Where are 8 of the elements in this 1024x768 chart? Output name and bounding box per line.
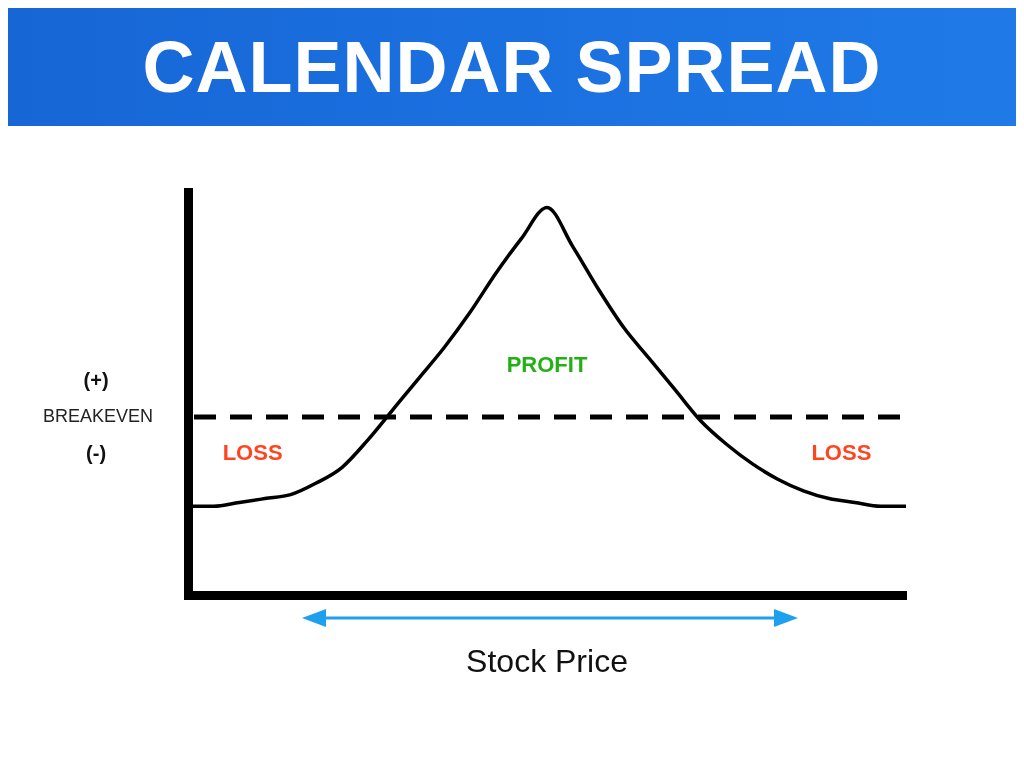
- ref-line-label: BREAKEVEN: [42, 406, 154, 427]
- annotation: LOSS: [222, 440, 283, 466]
- text: (+): [83, 369, 109, 392]
- annotation: LOSS: [811, 440, 872, 466]
- text: (-): [86, 441, 107, 464]
- chart-title: CALENDAR SPREAD: [8, 8, 1016, 126]
- x-axis-title: Stock Price: [466, 642, 628, 679]
- annotation: PROFIT: [506, 351, 588, 377]
